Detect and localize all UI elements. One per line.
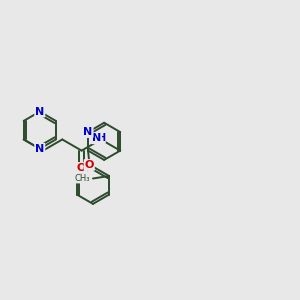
- Text: N: N: [83, 127, 93, 137]
- Text: O: O: [85, 160, 94, 170]
- Text: N: N: [35, 144, 44, 154]
- Text: N: N: [92, 133, 101, 143]
- Text: N: N: [35, 106, 44, 117]
- Text: CH₃: CH₃: [74, 174, 90, 183]
- Text: O: O: [77, 163, 86, 173]
- Text: H: H: [97, 133, 105, 143]
